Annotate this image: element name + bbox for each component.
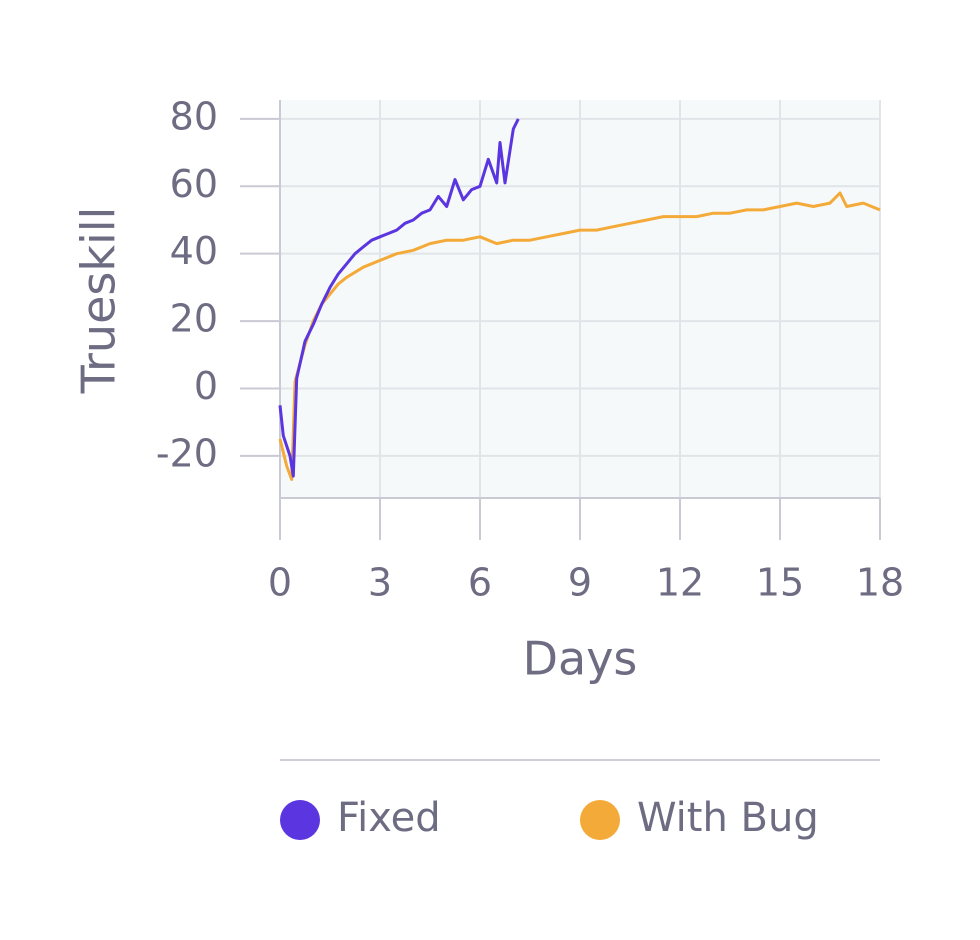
series-line [278, 191, 881, 481]
y-tick-label: 20 [170, 297, 218, 341]
legend-text: Fixed [337, 795, 441, 841]
x-tick-label: 18 [856, 561, 904, 605]
x-tick-label: 3 [368, 561, 392, 605]
x-tick-label: 15 [756, 561, 804, 605]
x-tick-label: 12 [656, 561, 704, 605]
y-tick-label: -20 [156, 431, 218, 475]
series-line [278, 118, 520, 478]
x-tick-label: 9 [568, 561, 592, 605]
legend-text: With Bug [637, 795, 819, 841]
x-tick-label: 6 [468, 561, 492, 605]
y-tick-label: 60 [170, 162, 218, 206]
y-tick-label: 40 [170, 229, 218, 273]
legend-marker [280, 800, 320, 840]
x-tick-label: 0 [268, 561, 292, 605]
legend-marker [580, 800, 620, 840]
y-tick-label: 0 [194, 364, 218, 408]
x-axis-title: Days [523, 632, 638, 686]
y-axis-title: Trueskill [72, 207, 126, 395]
y-tick-label: 80 [170, 94, 218, 138]
